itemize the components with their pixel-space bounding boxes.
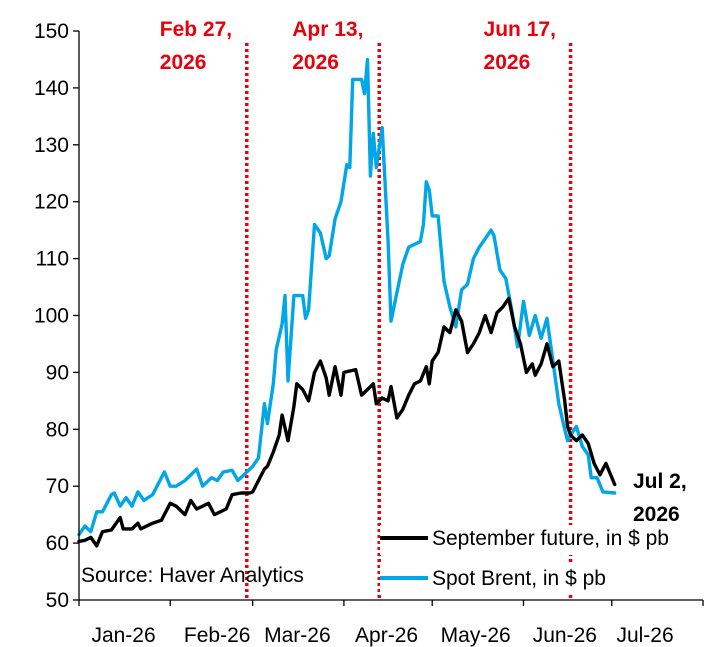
x-tick-label: Jun-26 <box>533 624 597 647</box>
y-tick-label: 110 <box>36 248 69 271</box>
x-tick-label: Jul-26 <box>616 624 673 647</box>
legend-background <box>380 565 704 595</box>
legend: September future, in $ pb Spot Brent, in … <box>380 525 704 595</box>
series-lines <box>77 57 617 548</box>
y-tick-label: 140 <box>34 77 69 100</box>
y-axis-tick-labels: 50 60 70 80 90 100 110 120 130 140 150 <box>34 20 79 612</box>
event-label: Apr 13, <box>292 18 363 41</box>
y-tick-label: 120 <box>34 191 69 214</box>
legend-label-future: September future, in $ pb <box>432 527 669 550</box>
x-tick-label: Feb-26 <box>184 624 251 647</box>
y-tick-label: 90 <box>46 361 69 384</box>
x-tick-label: Apr-26 <box>355 624 418 647</box>
x-axis-tick-marks <box>78 600 704 606</box>
y-tick-label: 100 <box>34 305 69 328</box>
end-label-line: Jul 2, <box>633 470 687 493</box>
source-note: Source: Haver Analytics <box>81 564 304 587</box>
series-line-future <box>77 296 617 548</box>
y-tick-label: 50 <box>46 589 69 612</box>
end-label-line: 2026 <box>633 503 680 526</box>
end-date-label: Jul 2, 2026 <box>633 470 687 526</box>
y-tick-label: 70 <box>46 475 69 498</box>
event-label: Feb 27, <box>160 18 232 41</box>
y-tick-label: 130 <box>34 134 69 157</box>
x-axis-tick-labels: Jan-26 Feb-26 Mar-26 Apr-26 May-26 Jun-26 Jul-… <box>91 624 673 647</box>
y-tick-label: 150 <box>34 20 69 43</box>
legend-label-brent: Spot Brent, in $ pb <box>432 567 606 590</box>
event-label: 2026 <box>484 51 531 74</box>
event-label: Jun 17, <box>484 18 556 41</box>
y-tick-label: 80 <box>46 418 69 441</box>
series-line-brent <box>77 57 617 537</box>
x-tick-label: May-26 <box>441 624 511 647</box>
legend-background <box>380 525 704 555</box>
event-label: 2026 <box>160 51 207 74</box>
event-label: 2026 <box>292 51 339 74</box>
event-markers: Feb 27, 2026 Apr 13, 2026 Jun 17, 2026 <box>160 18 573 600</box>
x-tick-label: Jan-26 <box>91 624 155 647</box>
y-tick-label: 60 <box>46 532 69 555</box>
x-tick-label: Mar-26 <box>264 624 331 647</box>
